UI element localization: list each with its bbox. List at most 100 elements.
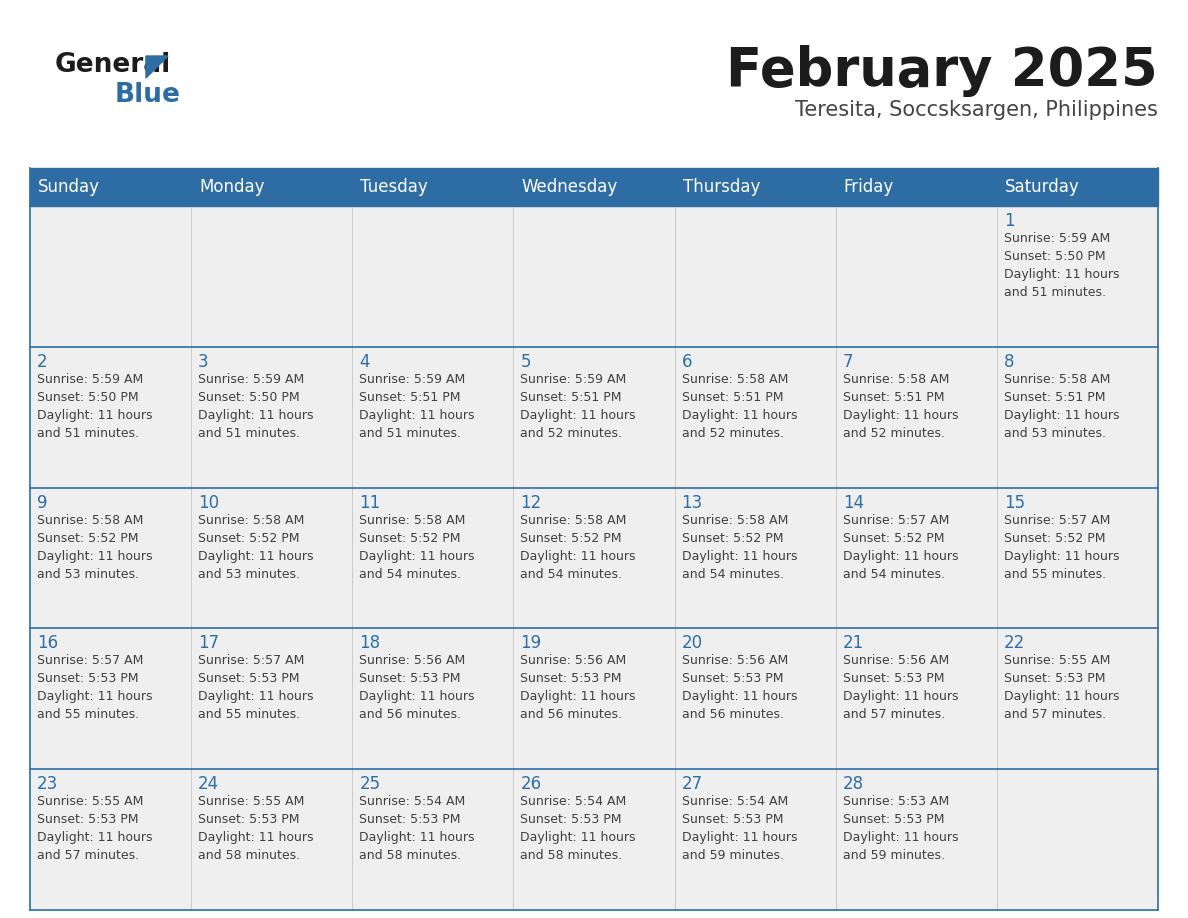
Text: Friday: Friday: [843, 178, 893, 196]
Text: and 53 minutes.: and 53 minutes.: [37, 567, 139, 580]
Text: Sunset: 5:53 PM: Sunset: 5:53 PM: [842, 672, 944, 686]
Text: Daylight: 11 hours: Daylight: 11 hours: [842, 690, 959, 703]
Text: Sunset: 5:53 PM: Sunset: 5:53 PM: [198, 672, 299, 686]
Text: Daylight: 11 hours: Daylight: 11 hours: [37, 409, 152, 421]
Text: Sunset: 5:52 PM: Sunset: 5:52 PM: [520, 532, 623, 544]
Text: Sunrise: 5:57 AM: Sunrise: 5:57 AM: [37, 655, 144, 667]
Text: and 52 minutes.: and 52 minutes.: [520, 427, 623, 440]
Text: Blue: Blue: [115, 82, 181, 108]
Text: and 55 minutes.: and 55 minutes.: [1004, 567, 1106, 580]
Text: and 57 minutes.: and 57 minutes.: [1004, 709, 1106, 722]
Text: 4: 4: [359, 353, 369, 371]
Text: Sunset: 5:53 PM: Sunset: 5:53 PM: [1004, 672, 1105, 686]
Text: Sunset: 5:50 PM: Sunset: 5:50 PM: [1004, 250, 1106, 263]
Text: Daylight: 11 hours: Daylight: 11 hours: [37, 831, 152, 845]
Text: Sunset: 5:51 PM: Sunset: 5:51 PM: [520, 391, 623, 404]
Text: Thursday: Thursday: [683, 178, 760, 196]
Text: Sunset: 5:52 PM: Sunset: 5:52 PM: [198, 532, 299, 544]
Text: Sunrise: 5:59 AM: Sunrise: 5:59 AM: [520, 373, 627, 386]
Polygon shape: [146, 56, 168, 78]
Text: Sunset: 5:50 PM: Sunset: 5:50 PM: [37, 391, 139, 404]
Text: and 54 minutes.: and 54 minutes.: [842, 567, 944, 580]
Text: Sunrise: 5:58 AM: Sunrise: 5:58 AM: [842, 373, 949, 386]
Text: Daylight: 11 hours: Daylight: 11 hours: [359, 550, 475, 563]
Text: Sunrise: 5:58 AM: Sunrise: 5:58 AM: [359, 513, 466, 527]
Text: Sunset: 5:52 PM: Sunset: 5:52 PM: [37, 532, 139, 544]
Text: Sunrise: 5:58 AM: Sunrise: 5:58 AM: [682, 513, 788, 527]
Text: Daylight: 11 hours: Daylight: 11 hours: [682, 409, 797, 421]
Text: 28: 28: [842, 775, 864, 793]
Text: Monday: Monday: [200, 178, 265, 196]
Text: Sunrise: 5:59 AM: Sunrise: 5:59 AM: [198, 373, 304, 386]
Text: Daylight: 11 hours: Daylight: 11 hours: [1004, 550, 1119, 563]
Text: Daylight: 11 hours: Daylight: 11 hours: [198, 690, 314, 703]
Text: Daylight: 11 hours: Daylight: 11 hours: [359, 409, 475, 421]
Bar: [30, 206, 1158, 347]
Text: 25: 25: [359, 775, 380, 793]
Text: and 57 minutes.: and 57 minutes.: [842, 709, 944, 722]
Text: Sunset: 5:53 PM: Sunset: 5:53 PM: [37, 672, 139, 686]
Text: and 55 minutes.: and 55 minutes.: [37, 709, 139, 722]
Text: Daylight: 11 hours: Daylight: 11 hours: [682, 831, 797, 845]
Text: Sunrise: 5:57 AM: Sunrise: 5:57 AM: [1004, 513, 1111, 527]
Text: Daylight: 11 hours: Daylight: 11 hours: [198, 831, 314, 845]
Text: Sunset: 5:53 PM: Sunset: 5:53 PM: [682, 813, 783, 826]
Text: Sunrise: 5:54 AM: Sunrise: 5:54 AM: [520, 795, 627, 808]
Text: General: General: [55, 52, 171, 78]
Text: Sunset: 5:52 PM: Sunset: 5:52 PM: [1004, 532, 1105, 544]
Bar: [30, 487, 1158, 629]
Text: Sunrise: 5:58 AM: Sunrise: 5:58 AM: [198, 513, 304, 527]
Text: Sunset: 5:53 PM: Sunset: 5:53 PM: [520, 813, 623, 826]
Text: Daylight: 11 hours: Daylight: 11 hours: [520, 831, 636, 845]
Text: 22: 22: [1004, 634, 1025, 653]
Text: and 54 minutes.: and 54 minutes.: [682, 567, 784, 580]
Text: Sunrise: 5:56 AM: Sunrise: 5:56 AM: [682, 655, 788, 667]
Text: Daylight: 11 hours: Daylight: 11 hours: [37, 690, 152, 703]
Text: Sunset: 5:53 PM: Sunset: 5:53 PM: [198, 813, 299, 826]
Text: Sunset: 5:53 PM: Sunset: 5:53 PM: [682, 672, 783, 686]
Text: and 51 minutes.: and 51 minutes.: [198, 427, 301, 440]
Text: and 57 minutes.: and 57 minutes.: [37, 849, 139, 862]
Text: 20: 20: [682, 634, 702, 653]
Text: 2: 2: [37, 353, 48, 371]
Text: 27: 27: [682, 775, 702, 793]
Bar: [30, 347, 1158, 487]
Text: and 56 minutes.: and 56 minutes.: [520, 709, 623, 722]
Text: 23: 23: [37, 775, 58, 793]
Text: Teresita, Soccsksargen, Philippines: Teresita, Soccsksargen, Philippines: [795, 100, 1158, 120]
Text: Sunrise: 5:55 AM: Sunrise: 5:55 AM: [1004, 655, 1111, 667]
Text: and 51 minutes.: and 51 minutes.: [1004, 286, 1106, 299]
Text: and 51 minutes.: and 51 minutes.: [359, 427, 461, 440]
Text: 10: 10: [198, 494, 220, 511]
Text: Daylight: 11 hours: Daylight: 11 hours: [682, 550, 797, 563]
Text: and 54 minutes.: and 54 minutes.: [359, 567, 461, 580]
Text: Saturday: Saturday: [1005, 178, 1080, 196]
Text: Sunrise: 5:59 AM: Sunrise: 5:59 AM: [1004, 232, 1110, 245]
Text: Sunset: 5:51 PM: Sunset: 5:51 PM: [682, 391, 783, 404]
Text: Sunrise: 5:59 AM: Sunrise: 5:59 AM: [359, 373, 466, 386]
Text: Daylight: 11 hours: Daylight: 11 hours: [1004, 268, 1119, 281]
Text: Sunrise: 5:53 AM: Sunrise: 5:53 AM: [842, 795, 949, 808]
Text: 3: 3: [198, 353, 209, 371]
Bar: [30, 629, 1158, 769]
Text: 15: 15: [1004, 494, 1025, 511]
Text: Daylight: 11 hours: Daylight: 11 hours: [1004, 690, 1119, 703]
Text: and 56 minutes.: and 56 minutes.: [682, 709, 784, 722]
Text: Sunset: 5:53 PM: Sunset: 5:53 PM: [842, 813, 944, 826]
Text: Daylight: 11 hours: Daylight: 11 hours: [520, 409, 636, 421]
Text: Sunrise: 5:58 AM: Sunrise: 5:58 AM: [37, 513, 144, 527]
Bar: [30, 769, 1158, 910]
Text: Sunset: 5:52 PM: Sunset: 5:52 PM: [359, 532, 461, 544]
Text: Sunset: 5:52 PM: Sunset: 5:52 PM: [682, 532, 783, 544]
Text: and 53 minutes.: and 53 minutes.: [198, 567, 301, 580]
Text: Sunrise: 5:58 AM: Sunrise: 5:58 AM: [1004, 373, 1111, 386]
Text: and 51 minutes.: and 51 minutes.: [37, 427, 139, 440]
Text: and 52 minutes.: and 52 minutes.: [842, 427, 944, 440]
Text: Daylight: 11 hours: Daylight: 11 hours: [842, 831, 959, 845]
Text: Sunrise: 5:57 AM: Sunrise: 5:57 AM: [842, 513, 949, 527]
Text: 6: 6: [682, 353, 693, 371]
Text: Sunset: 5:51 PM: Sunset: 5:51 PM: [359, 391, 461, 404]
Text: Daylight: 11 hours: Daylight: 11 hours: [520, 690, 636, 703]
Text: 26: 26: [520, 775, 542, 793]
Text: 12: 12: [520, 494, 542, 511]
